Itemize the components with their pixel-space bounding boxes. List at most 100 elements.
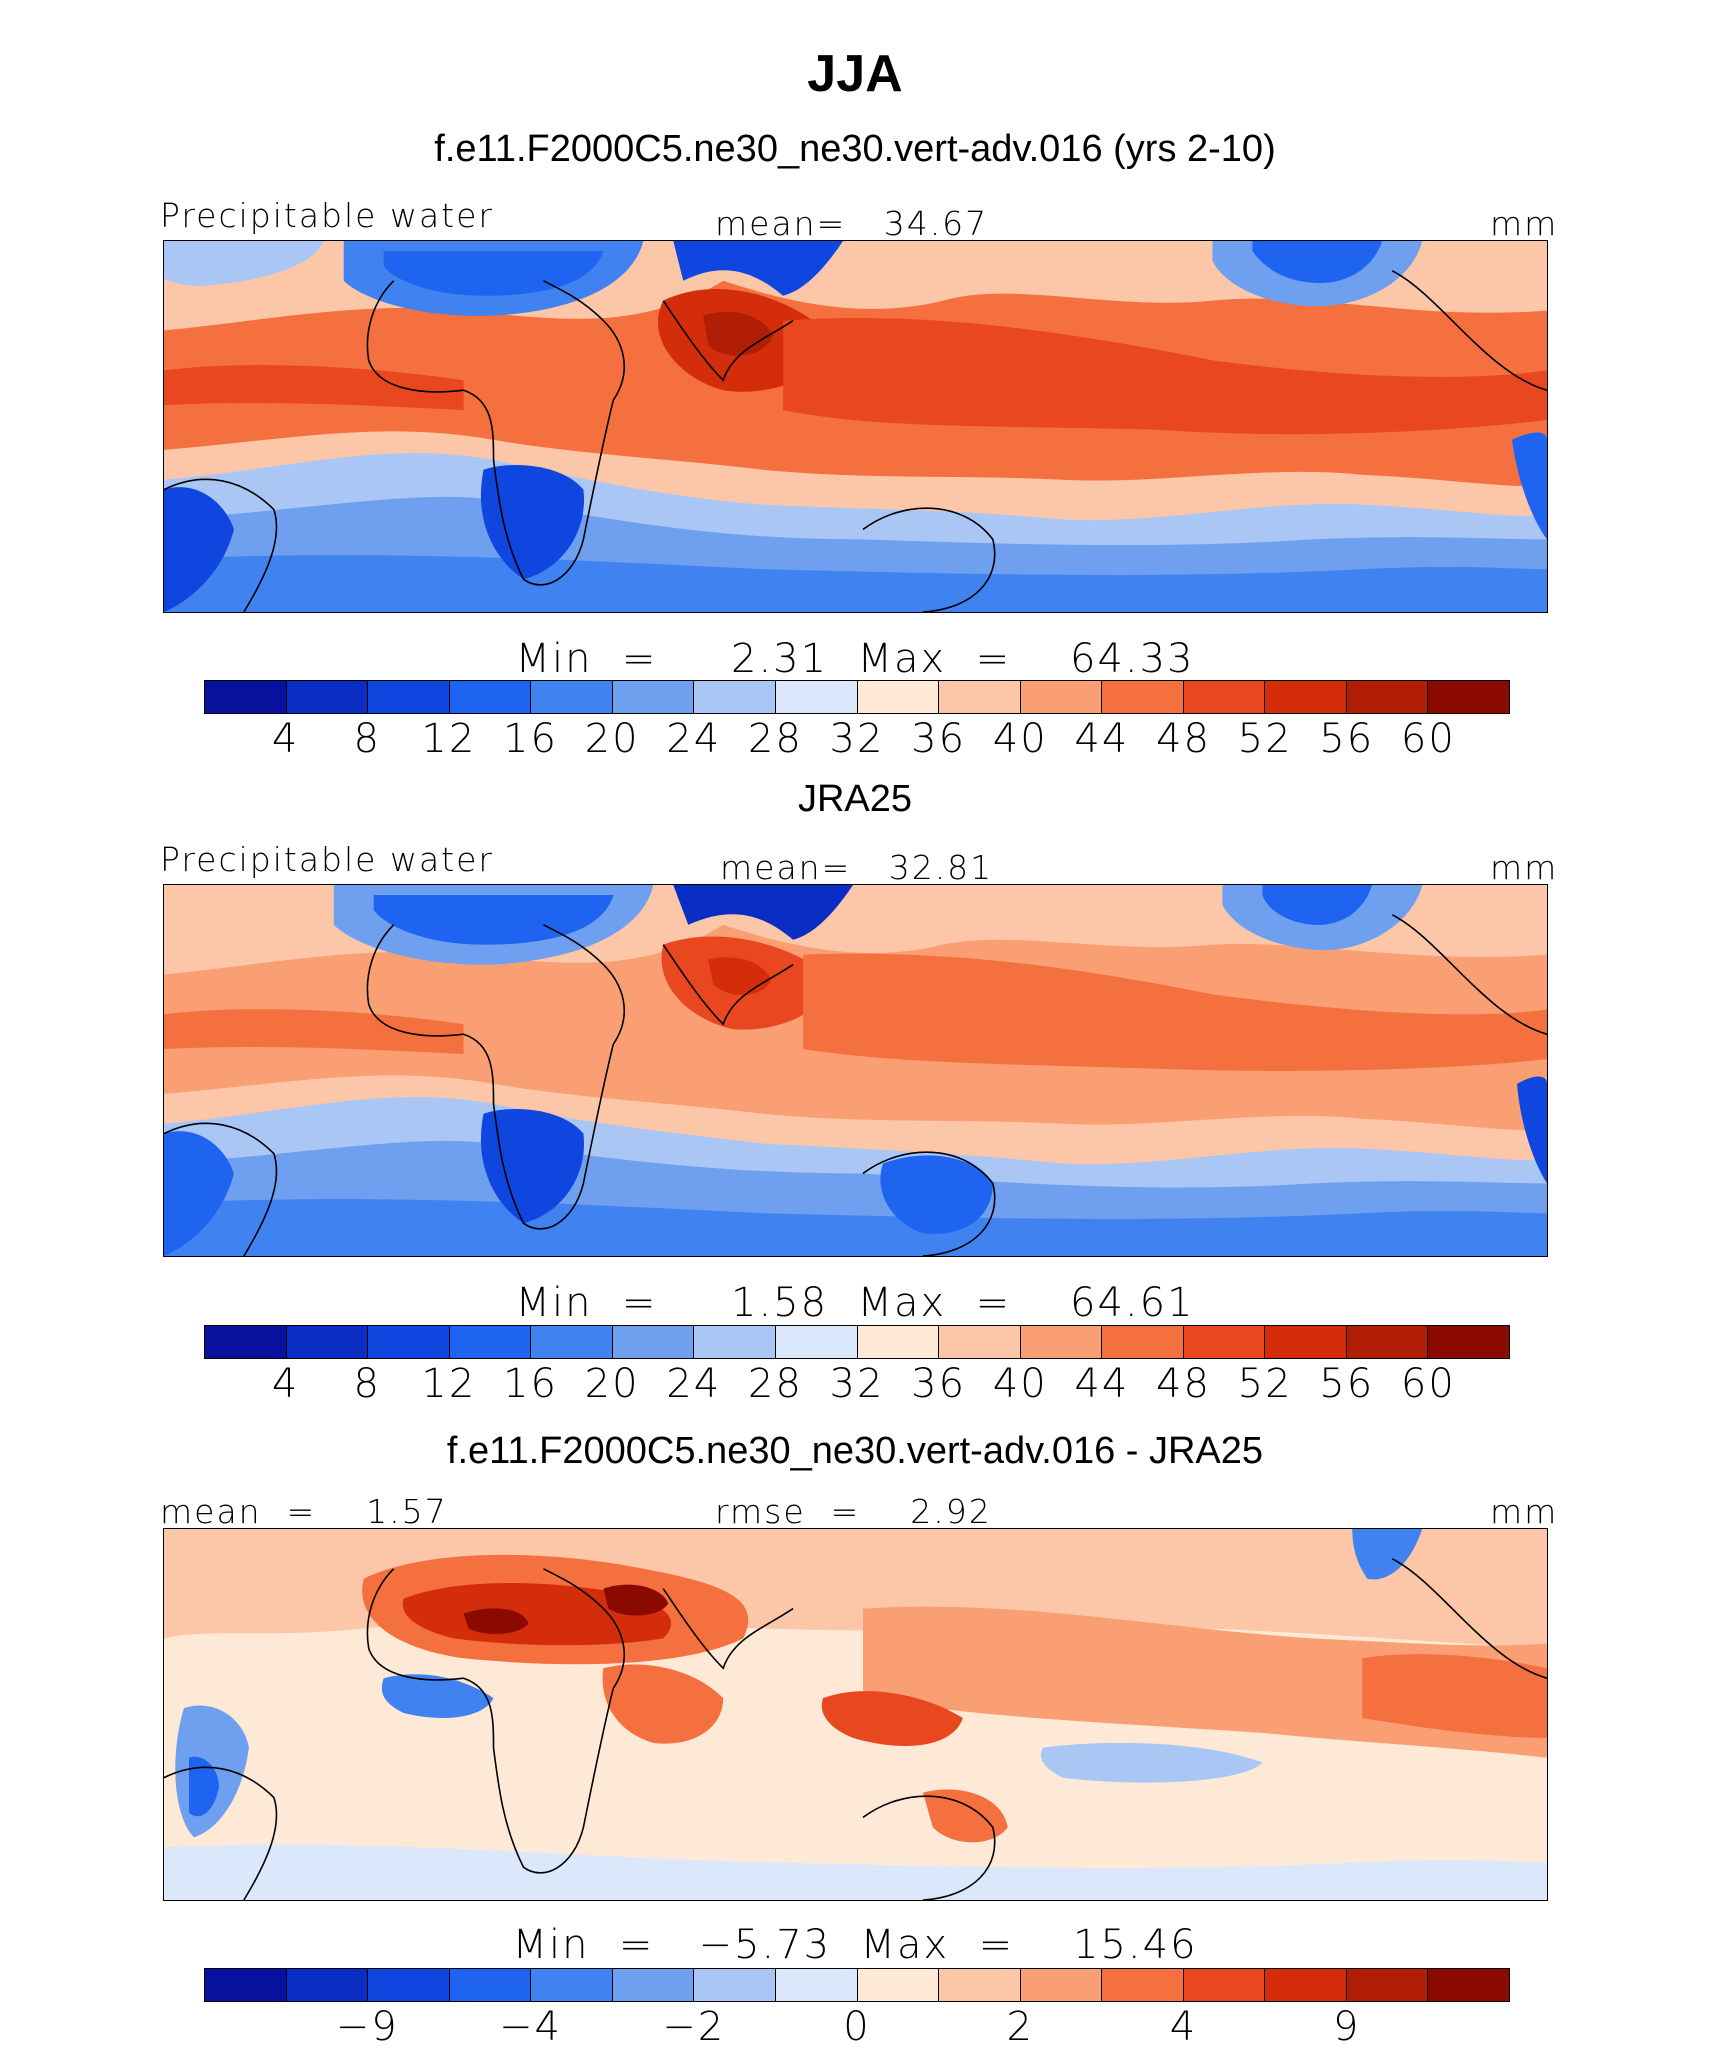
colorbar-tick: 28 [747,1361,803,1407]
colorbar-tick: 16 [503,1361,558,1407]
panel-1-map [163,240,1548,613]
colorbar-swatch [531,681,613,713]
colorbar-swatch [694,681,776,713]
colorbar-swatch [1183,1969,1266,2001]
colorbar-tick: 52 [1237,1361,1293,1407]
colorbar-tick: −2 [662,2004,726,2050]
colorbar-swatch [775,1969,858,2001]
colorbar-swatch [939,1326,1021,1358]
colorbar-tick: 4 [271,716,300,762]
colorbar-tick: 24 [666,716,722,762]
colorbar-tick: 48 [1156,716,1211,762]
colorbar-tick: 40 [992,1361,1048,1407]
colorbar-tick: −4 [499,2004,562,2050]
colorbar-swatch [1428,1969,1509,2001]
colorbar-swatch [939,1969,1021,2001]
panel-2-map [163,884,1548,1257]
panel-3-mean-label: mean = 1.57 [160,1492,448,1531]
colorbar-swatch [1102,1326,1184,1358]
colorbar-tick: 16 [503,716,558,762]
colorbar-swatch [694,1969,776,2001]
colorbar-swatch [1020,1326,1103,1358]
colorbar-swatch [939,681,1021,713]
panel-2-units-label: mm [1490,848,1559,887]
colorbar-swatch [449,1969,532,2001]
colorbar-swatch [205,1326,287,1358]
colorbar-swatch [1428,681,1509,713]
colorbar-swatch [368,1326,450,1358]
panel-2-colorbar [204,1325,1510,1359]
colorbar-tick: 56 [1319,716,1375,762]
panel-3-units-label: mm [1490,1492,1559,1531]
colorbar-swatch [1346,1969,1429,2001]
colorbar-tick: 36 [911,1361,967,1407]
colorbar-swatch [1020,681,1103,713]
colorbar-tick: 9 [1333,2004,1361,2050]
colorbar-swatch [1428,1326,1509,1358]
colorbar-swatch [775,1326,858,1358]
colorbar-swatch [531,1969,613,2001]
panel-1-mean-label: mean= 34.67 [715,204,989,243]
panel-3-colorbar-ticks: −9 −4 −2 0 2 4 9 [204,2004,1510,2054]
colorbar-tick: 12 [421,1361,477,1407]
colorbar-tick: 4 [271,1361,300,1407]
panel-3-min-max: Min = −5.73 Max = 15.46 [512,1922,1198,1968]
colorbar-tick: 36 [911,716,967,762]
panel-2-min-max: Min = 1.58 Max = 64.61 [515,1280,1195,1326]
figure-title: JJA [807,45,903,103]
panel-3-title: f.e11.F2000C5.ne30_ne30.vert-adv.016 - J… [446,1430,1264,1472]
colorbar-swatch [1183,1326,1266,1358]
colorbar-swatch [1102,681,1184,713]
colorbar-swatch [531,1326,613,1358]
colorbar-swatch [694,1326,776,1358]
colorbar-swatch [205,681,287,713]
colorbar-swatch [1265,1969,1347,2001]
colorbar-swatch [286,681,369,713]
colorbar-swatch [286,1969,369,2001]
colorbar-swatch [612,1969,695,2001]
colorbar-tick: 2 [1006,2004,1034,2050]
panel-3-map [163,1528,1548,1901]
panel-1-colorbar-ticks: 4 8 12 16 20 24 28 32 36 40 44 48 52 56 60 [204,716,1510,766]
colorbar-swatch [368,681,450,713]
colorbar-tick: 12 [421,716,477,762]
panel-1-colorbar [204,680,1510,714]
panel-1-min-max: Min = 2.31 Max = 64.33 [515,636,1195,682]
colorbar-tick: 60 [1400,1361,1456,1407]
panel-2-colorbar-ticks: 4 8 12 16 20 24 28 32 36 40 44 48 52 56 60 [204,1361,1510,1411]
panel-1-units-label: mm [1490,204,1559,243]
colorbar-swatch [368,1969,450,2001]
colorbar-tick: 48 [1156,1361,1211,1407]
panel-2-title: JRA25 [797,778,913,820]
colorbar-tick: 20 [584,1361,640,1407]
colorbar-tick: 4 [1169,2004,1198,2050]
colorbar-tick: −9 [335,2004,399,2050]
colorbar-tick: 52 [1237,716,1293,762]
colorbar-tick: 20 [584,716,640,762]
panel-2-variable-label: Precipitable water [160,840,494,879]
colorbar-tick: 44 [1074,716,1130,762]
colorbar-tick: 60 [1400,716,1456,762]
colorbar-swatch [449,681,532,713]
colorbar-swatch [1265,681,1347,713]
colorbar-tick: 40 [992,716,1048,762]
panel-2-mean-label: mean= 32.81 [720,848,994,887]
colorbar-swatch [1183,681,1266,713]
panel-1-variable-label: Precipitable water [160,196,494,235]
colorbar-tick: 28 [747,716,803,762]
colorbar-swatch [612,1326,695,1358]
panel-1-title: f.e11.F2000C5.ne30_ne30.vert-adv.016 (yr… [434,128,1276,170]
colorbar-swatch [857,1326,940,1358]
colorbar-swatch [857,1969,940,2001]
panel-3-colorbar [204,1968,1510,2002]
colorbar-tick: 8 [353,716,381,762]
colorbar-tick: 44 [1074,1361,1130,1407]
colorbar-swatch [1020,1969,1103,2001]
colorbar-swatch [1346,681,1429,713]
colorbar-tick: 32 [829,1361,885,1407]
colorbar-tick: 24 [666,1361,722,1407]
colorbar-swatch [1265,1326,1347,1358]
colorbar-swatch [775,681,858,713]
colorbar-tick: 56 [1319,1361,1375,1407]
panel-3-rmse-label: rmse = 2.92 [715,1492,992,1531]
